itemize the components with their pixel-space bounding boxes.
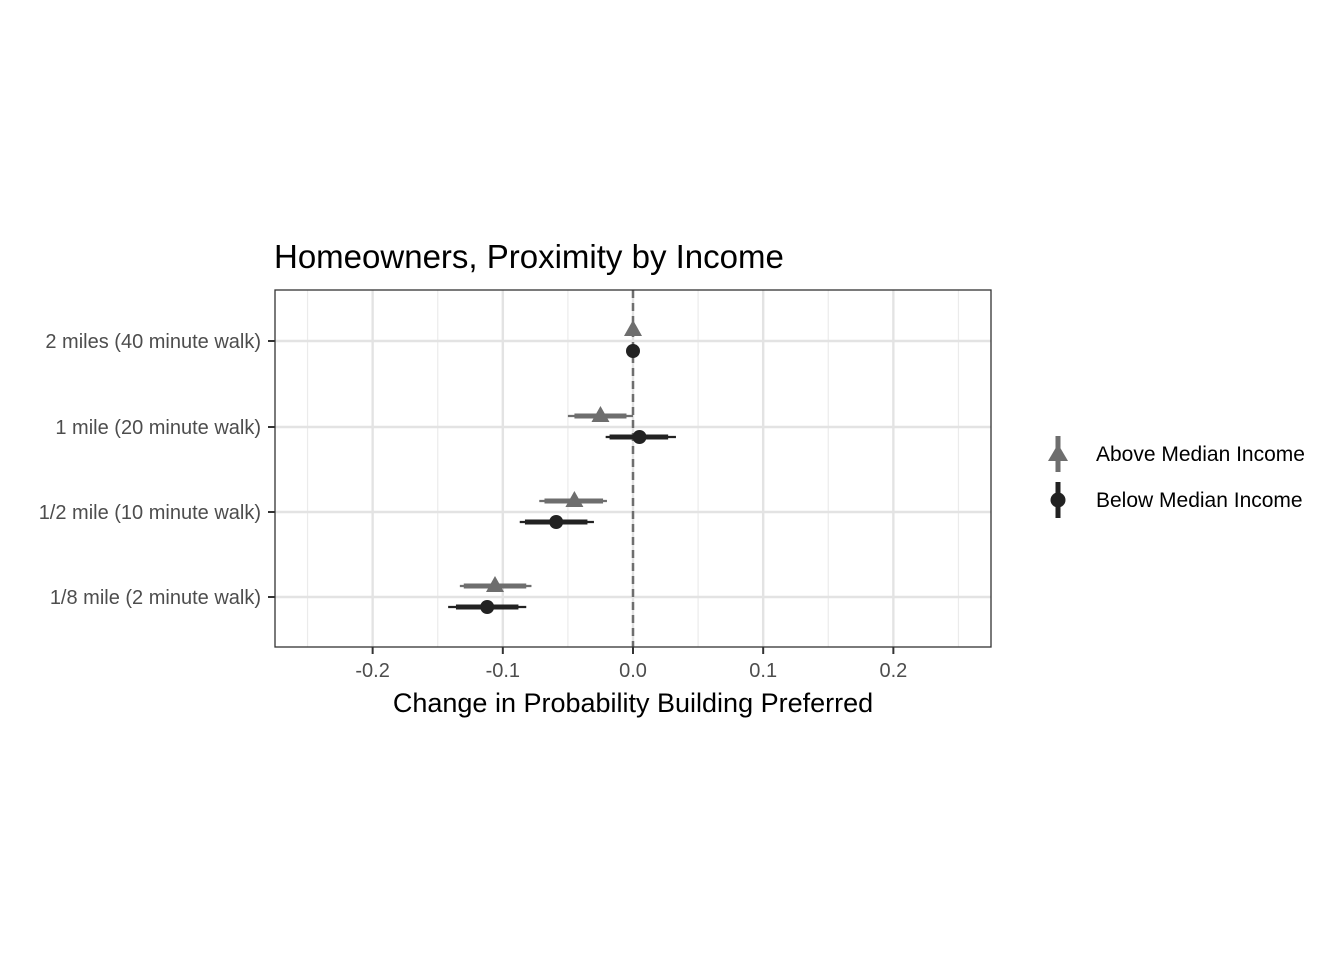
circle-point bbox=[632, 430, 647, 444]
x-tick-label: -0.1 bbox=[486, 660, 520, 682]
y-tick-label: 1 mile (20 minute walk) bbox=[55, 417, 261, 439]
y-axis: 2 miles (40 minute walk) 1 mile (20 minut… bbox=[39, 331, 275, 609]
triangle-point bbox=[565, 491, 584, 507]
triangle-point bbox=[624, 320, 642, 336]
legend-circle-icon bbox=[1050, 492, 1066, 508]
y-tick-label: 1/8 mile (2 minute walk) bbox=[50, 587, 261, 609]
x-tick-label: -0.2 bbox=[355, 660, 389, 682]
x-axis: -0.2 -0.1 0.0 0.1 0.2 bbox=[355, 647, 907, 682]
circle-point bbox=[480, 600, 495, 614]
x-tick-label: 0.0 bbox=[619, 660, 647, 682]
y-tick-label: 1/2 mile (10 minute walk) bbox=[39, 502, 261, 524]
legend-label: Below Median Income bbox=[1096, 489, 1303, 512]
data-marks bbox=[448, 320, 676, 614]
x-tick-label: 0.2 bbox=[879, 660, 907, 682]
circle-point bbox=[626, 344, 640, 358]
legend-label: Above Median Income bbox=[1096, 443, 1305, 466]
legend-triangle-icon bbox=[1048, 444, 1068, 461]
x-axis-title: Change in Probability Building Preferred bbox=[393, 688, 873, 718]
triangle-point bbox=[486, 576, 505, 592]
x-tick-label: 0.1 bbox=[749, 660, 777, 682]
circle-point bbox=[549, 515, 564, 529]
y-tick-label: 2 miles (40 minute walk) bbox=[45, 331, 261, 353]
legend: Above Median Income Below Median Income bbox=[1048, 436, 1305, 518]
chart-title: Homeowners, Proximity by Income bbox=[274, 238, 784, 275]
triangle-point bbox=[591, 406, 610, 422]
